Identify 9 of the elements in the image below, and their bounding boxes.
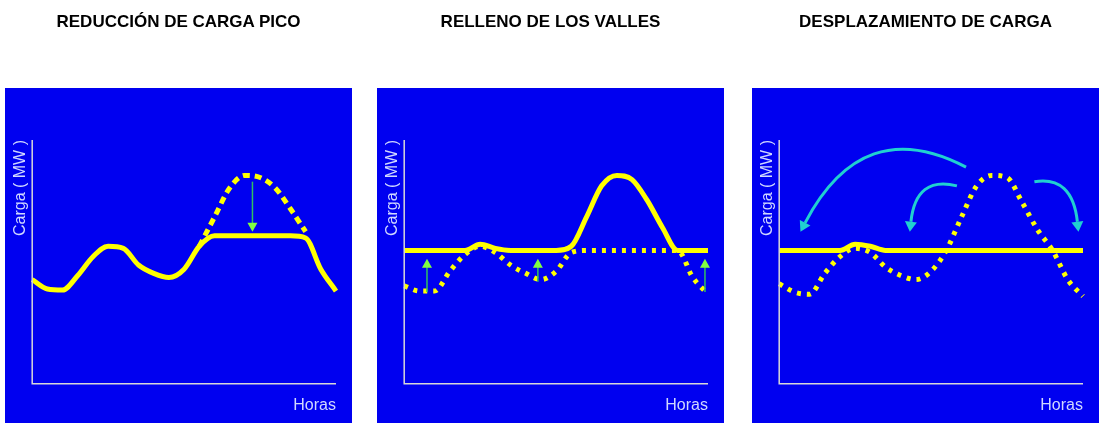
x-axis-title: Horas (293, 395, 336, 413)
y-axis-title: Carga ( MW ) (758, 140, 776, 236)
y-axis-title: Carga ( MW ) (383, 140, 401, 236)
chart-title: REDUCCIÓN DE CARGA PICO (55, 12, 302, 32)
y-axis-title: Carga ( MW ) (11, 140, 29, 236)
x-axis-title: Horas (665, 395, 708, 413)
x-axis-title: Horas (1040, 395, 1083, 413)
chart-title: RELLENO DE LOS VALLES (439, 12, 662, 32)
chart-title: DESPLAZAMIENTO DE CARGA (798, 12, 1053, 32)
